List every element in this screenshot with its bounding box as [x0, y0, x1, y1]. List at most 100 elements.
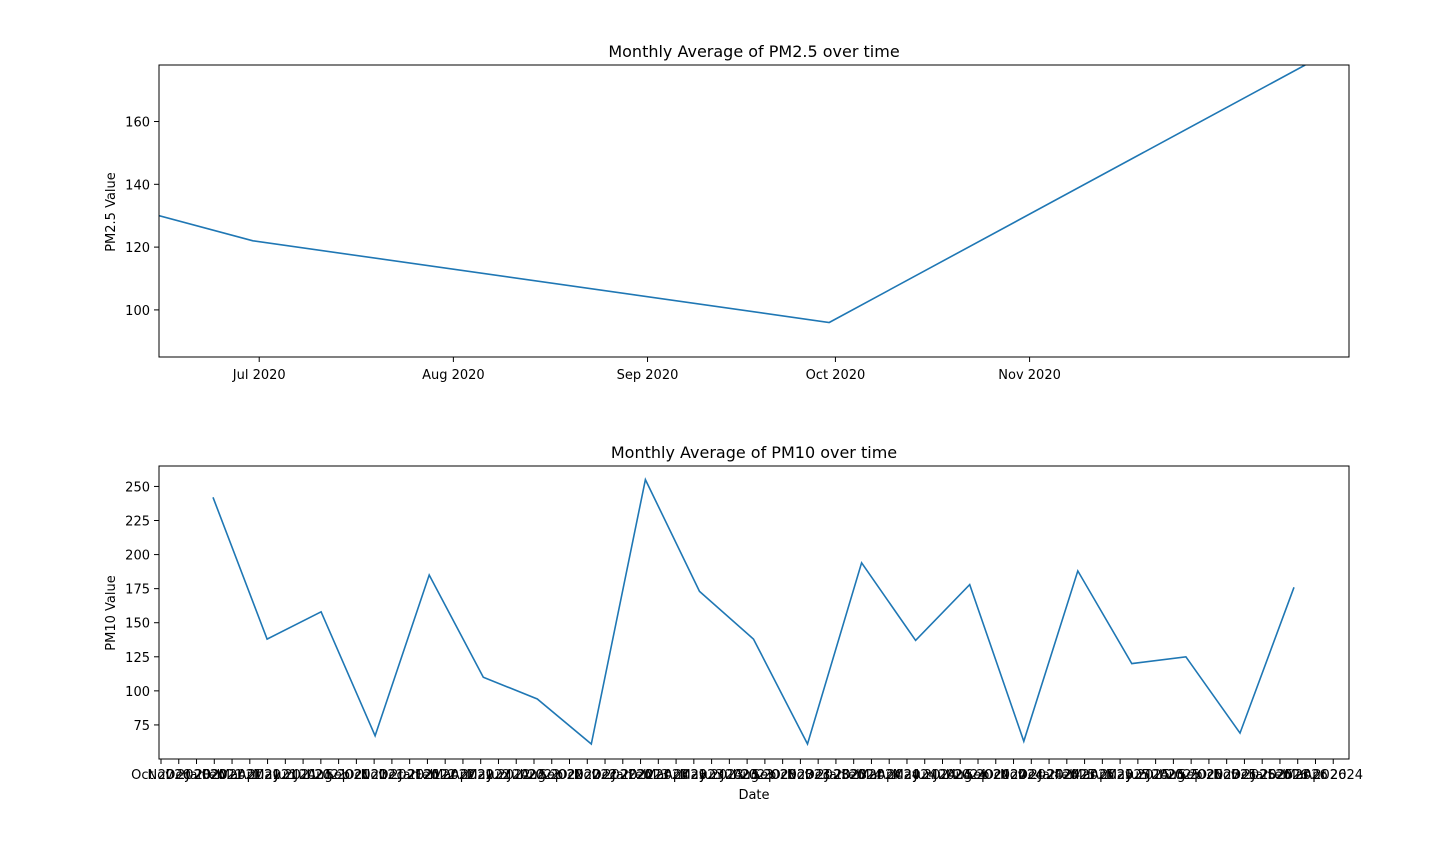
- pm10-x-tick-label: Jun 2024: [913, 768, 972, 783]
- pm10-y-tick-label: 175: [125, 583, 150, 598]
- pm10-x-tick-label: Apr 2021: [238, 768, 298, 783]
- pm10-x-tick-label: Jul 2023: [720, 768, 774, 783]
- pm10-y-tick-label: 100: [125, 685, 150, 700]
- pm10-x-tick-label: Jun 2021: [273, 768, 332, 783]
- pm10-y-tick-label: 200: [125, 549, 150, 564]
- pm10-x-tick-label: Mar 2026: [1285, 768, 1347, 783]
- pm25-y-tick-label: 100: [125, 304, 150, 319]
- pm10-x-tick-label: Apr 2022: [451, 768, 511, 783]
- pm10-x-tick-label: Apr 2023: [664, 768, 724, 783]
- pm25-chart-title: Monthly Average of PM2.5 over time: [608, 42, 899, 61]
- pm10-x-tick-label: Feb 2024: [841, 768, 901, 783]
- pm10-x-tick-label: May 2022: [466, 768, 530, 783]
- pm10-x-tick-label: Sep 2023: [752, 768, 814, 783]
- pm10-x-tick-label: Feb 2026: [1268, 768, 1328, 783]
- pm10-y-tick-label: 250: [125, 480, 150, 495]
- pm10-x-tick-label: Apr 2024: [1303, 768, 1363, 783]
- pm10-x-tick-label: Nov 2025: [1213, 768, 1276, 783]
- pm10-x-tick-label: Aug 2022: [520, 768, 583, 783]
- pm10-x-tick-label: Aug 2023: [734, 768, 797, 783]
- pm25-x-tick-label: Aug 2020: [422, 368, 485, 383]
- pm10-x-tick-label: Dec 2021: [378, 768, 440, 783]
- pm25-y-tick-label: 140: [125, 178, 150, 193]
- pm10-x-tick-label: Jan 2022: [398, 768, 456, 783]
- pm10-x-tick-label: Nov 2020: [147, 768, 210, 783]
- pm10-plot-frame: [158, 465, 1350, 760]
- pm10-x-tick-label: Jan 2024: [824, 768, 882, 783]
- pm10-line: [212, 477, 1295, 747]
- pm10-x-tick-label: Nov 2023: [787, 768, 850, 783]
- pm10-x-tick-label: Sep 2025: [1178, 768, 1240, 783]
- pm10-x-tick-label: Apr 2024: [877, 768, 937, 783]
- pm10-y-tick-label: 125: [125, 651, 150, 666]
- pm10-x-tick-label: Oct 2022: [557, 768, 617, 783]
- pm10-x-tick-label: Mar 2024: [858, 768, 920, 783]
- pm25-x-tick-label: Oct 2020: [806, 368, 866, 383]
- pm10-x-tick-label: Nov 2022: [574, 768, 637, 783]
- pm10-x-tick-label: Sep 2022: [539, 768, 601, 783]
- pm10-x-tick-label: Dec 2025: [1231, 768, 1293, 783]
- pm25-x-tick-label: Nov 2020: [998, 368, 1061, 383]
- pm10-x-tick-label: Nov 2021: [361, 768, 424, 783]
- pm10-x-tick-label: Jul 2022: [507, 768, 561, 783]
- pm10-y-tick-label: 75: [133, 719, 150, 734]
- pm10-x-tick-label: Oct 2021: [344, 768, 404, 783]
- pm10-x-tick-label: Oct 2025: [1197, 768, 1257, 783]
- pm10-x-tick-label: Jun 2022: [486, 768, 545, 783]
- pm25-y-tick-label: 120: [125, 241, 150, 256]
- pm10-x-tick-label: Jul 2021: [293, 768, 347, 783]
- pm10-x-tick-label: Dec 2022: [592, 768, 654, 783]
- pm10-x-tick-label: Dec 2023: [805, 768, 867, 783]
- pm25-y-axis-label: PM2.5 Value: [104, 172, 119, 252]
- pm10-x-tick-label: Aug 2024: [947, 768, 1010, 783]
- pm10-x-tick-label: Feb 2021: [202, 768, 262, 783]
- pm10-y-axis-label: PM10 Value: [104, 575, 119, 650]
- pm10-x-tick-label: Oct 2020: [131, 768, 191, 783]
- pm10-x-tick-label: May 2025: [1106, 768, 1170, 783]
- pm10-x-tick-label: Jul 2025: [1146, 768, 1200, 783]
- pm10-x-tick-label: Dec 2024: [1018, 768, 1080, 783]
- pm10-x-tick-label: Sep 2024: [965, 768, 1027, 783]
- pm10-x-axis-label: Date: [738, 788, 769, 803]
- pm10-x-tick-label: Feb 2023: [628, 768, 688, 783]
- pm10-x-tick-label: Jan 2025: [1037, 768, 1095, 783]
- pm10-x-tick-label: Jul 2024: [933, 768, 987, 783]
- pm25-ticks: Jul 2020 Aug 2020 Sep 2020 Oct 2020 Nov 2020…: [125, 116, 1061, 383]
- pm10-x-tick-label: Jan 2023: [611, 768, 669, 783]
- pm10-x-tick-label: Sep 2021: [326, 768, 388, 783]
- pm10-x-tick-label: Jan 2021: [185, 768, 243, 783]
- pm10-x-tick-label: Mar 2021: [219, 768, 281, 783]
- pm10-x-tick-label: Feb 2022: [415, 768, 475, 783]
- pm10-chart: Monthly Average of PM10 over time PM10 V…: [104, 443, 1363, 803]
- pm10-x-tick-label: Apr 2025: [1090, 768, 1150, 783]
- pm10-x-tick-label: Aug 2021: [307, 768, 370, 783]
- pm25-x-tick-label: Sep 2020: [617, 368, 679, 383]
- pm10-y-tick-label: 225: [125, 515, 150, 530]
- pm10-x-tick-label: May 2024: [893, 768, 957, 783]
- pm10-x-tick-label: Mar 2023: [645, 768, 707, 783]
- pm10-x-tick-label: Jun 2023: [700, 768, 759, 783]
- pm25-plot-frame: [158, 64, 1350, 358]
- pm25-chart: Monthly Average of PM2.5 over time PM2.5…: [104, 42, 1350, 383]
- pm25-series: [159, 65, 1306, 324]
- pm10-x-tick-label: Aug 2025: [1160, 768, 1223, 783]
- pm10-x-tick-label: May 2021: [253, 768, 317, 783]
- pm10-x-tick-label: Jan 2026: [1250, 768, 1308, 783]
- pm10-x-tick-label: Mar 2022: [432, 768, 494, 783]
- pm25-y-tick-label: 160: [125, 116, 150, 131]
- pm10-chart-title: Monthly Average of PM10 over time: [611, 443, 897, 462]
- pm10-x-tick-label: Oct 2024: [984, 768, 1044, 783]
- pm10-x-tick-label: Oct 2023: [771, 768, 831, 783]
- pm10-y-tick-label: 150: [125, 617, 150, 632]
- pm25-line: [159, 65, 1306, 324]
- pm10-x-tick-label: Nov 2024: [1000, 768, 1063, 783]
- pm10-x-tick-label: Jun 2025: [1126, 768, 1185, 783]
- pm10-x-tick-label: May 2023: [680, 768, 744, 783]
- pm10-x-tick-label: Dec 2020: [165, 768, 227, 783]
- pm10-x-tick-label: Mar 2025: [1071, 768, 1133, 783]
- pm10-series: [212, 477, 1295, 747]
- pm25-x-tick-label: Jul 2020: [232, 368, 286, 383]
- pm10-x-tick-label: Feb 2025: [1054, 768, 1114, 783]
